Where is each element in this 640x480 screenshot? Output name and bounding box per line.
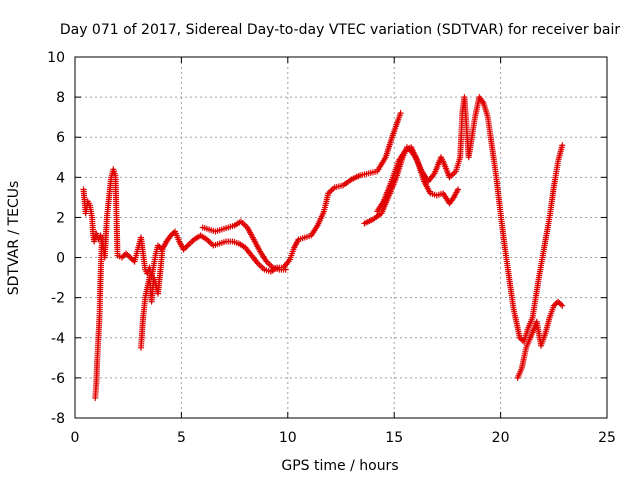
data-point — [159, 248, 166, 255]
y-tick-label: 6 — [56, 130, 65, 146]
x-tick-label: 20 — [492, 430, 510, 446]
chart-title: Day 071 of 2017, Sidereal Day-to-day VTE… — [60, 22, 621, 38]
y-tick-label: 10 — [47, 50, 65, 66]
data-point — [282, 266, 289, 273]
data-point — [559, 142, 566, 149]
data-points — [80, 94, 566, 401]
data-point — [397, 110, 404, 117]
y-tick-label: -2 — [51, 291, 65, 307]
y-tick-label: 0 — [56, 251, 65, 267]
y-tick-label: 4 — [56, 170, 65, 186]
y-tick-label: -4 — [51, 331, 65, 347]
y-tick-label: -8 — [51, 411, 65, 427]
x-tick-label: 15 — [385, 430, 403, 446]
x-axis-label: GPS time / hours — [281, 458, 398, 474]
y-tick-label: 2 — [56, 210, 65, 226]
axis-ticks — [74, 56, 608, 419]
data-point — [455, 186, 462, 193]
y-axis-label: SDTVAR / TECUs — [6, 181, 22, 296]
x-tick-label: 0 — [71, 430, 80, 446]
x-tick-label: 10 — [279, 430, 297, 446]
x-tick-labels: 0 5 10 15 20 25 — [71, 430, 616, 446]
x-tick-label: 25 — [598, 430, 616, 446]
grid-lines — [75, 57, 607, 418]
data-point — [559, 302, 566, 309]
data-point — [99, 234, 106, 241]
y-tick-labels: -8 -6 -4 -2 0 2 4 6 8 10 — [47, 50, 65, 427]
y-tick-label: -6 — [51, 371, 65, 387]
plot-frame — [74, 56, 608, 419]
x-tick-label: 5 — [177, 430, 186, 446]
y-tick-label: 8 — [56, 90, 65, 106]
